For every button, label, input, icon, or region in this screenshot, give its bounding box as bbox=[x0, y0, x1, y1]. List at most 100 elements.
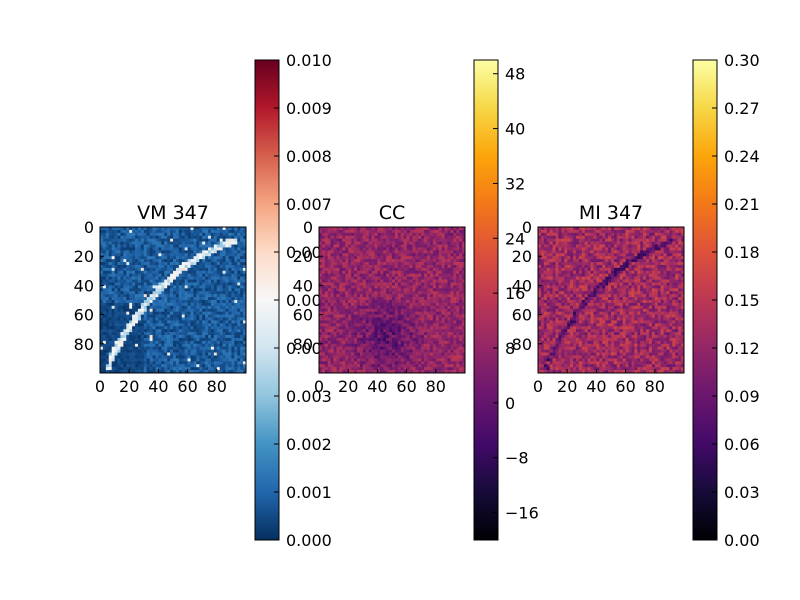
heatmap-cell bbox=[432, 305, 437, 310]
heatmap-cell bbox=[205, 314, 209, 318]
heatmap-cell bbox=[356, 232, 361, 237]
heatmap-cell bbox=[143, 335, 148, 339]
heatmap-cell bbox=[126, 352, 130, 356]
heatmap-cell bbox=[202, 323, 206, 327]
heatmap-cell bbox=[219, 343, 223, 348]
heatmap-cell bbox=[164, 335, 168, 339]
heatmap-cell bbox=[354, 314, 358, 318]
heatmap-cell bbox=[406, 302, 410, 307]
heatmap-cell bbox=[409, 367, 413, 371]
heatmap-cell bbox=[222, 317, 226, 321]
heatmap-cell bbox=[137, 267, 142, 272]
heatmap-cell bbox=[324, 311, 329, 315]
heatmap-cell bbox=[368, 340, 372, 345]
heatmap-cell bbox=[447, 367, 451, 371]
heatmap-cell bbox=[149, 300, 153, 304]
heatmap-cell bbox=[345, 329, 349, 333]
heatmap-cell bbox=[222, 370, 226, 374]
heatmap-cell bbox=[193, 314, 197, 318]
heatmap-cell bbox=[135, 361, 139, 365]
heatmap-cell bbox=[400, 297, 404, 301]
heatmap-cell bbox=[120, 273, 124, 277]
heatmap-cell bbox=[435, 227, 440, 231]
heatmap-cell bbox=[222, 335, 226, 339]
heatmap-cell bbox=[181, 253, 185, 257]
heatmap-cell bbox=[178, 227, 183, 231]
heatmap-cell bbox=[438, 267, 442, 272]
heatmap-cell bbox=[441, 346, 445, 350]
heatmap-cell bbox=[438, 358, 442, 362]
heatmap-cell bbox=[225, 244, 229, 248]
heatmap-cell bbox=[342, 364, 346, 368]
heatmap-cell bbox=[243, 302, 247, 307]
heatmap-cell bbox=[243, 329, 247, 333]
heatmap-cell bbox=[216, 300, 221, 304]
heatmap-cell bbox=[181, 340, 185, 345]
heatmap-cell bbox=[137, 270, 142, 275]
heatmap-cell bbox=[100, 253, 104, 257]
heatmap-cell bbox=[371, 311, 375, 315]
heatmap-cell bbox=[111, 250, 115, 254]
heatmap-cell bbox=[140, 343, 145, 348]
heatmap-cell bbox=[336, 335, 340, 339]
heatmap-cell bbox=[438, 229, 442, 234]
heatmap-cell bbox=[210, 308, 215, 312]
heatmap-cell bbox=[345, 364, 349, 368]
heatmap-cell bbox=[143, 358, 148, 362]
heatmap-cell bbox=[409, 270, 413, 275]
heatmap-cell bbox=[155, 352, 159, 356]
heatmap-cell bbox=[362, 358, 367, 362]
heatmap-cell bbox=[374, 288, 378, 292]
heatmap-cell bbox=[243, 247, 247, 251]
heatmap-cell bbox=[126, 229, 130, 234]
heatmap-cell bbox=[143, 262, 148, 266]
heatmap-cell bbox=[126, 244, 130, 248]
heatmap-cell bbox=[354, 294, 358, 298]
heatmap-cell bbox=[234, 332, 238, 336]
heatmap-cell bbox=[336, 367, 340, 371]
heatmap-cell bbox=[237, 320, 241, 324]
heatmap-cell bbox=[392, 291, 396, 295]
heatmap-cell bbox=[184, 346, 188, 350]
heatmap-cell bbox=[100, 352, 104, 356]
heatmap-cell bbox=[196, 346, 200, 350]
heatmap-cell bbox=[403, 241, 407, 245]
heatmap-cell bbox=[231, 262, 235, 266]
heatmap-cell bbox=[102, 232, 107, 237]
heatmap-cell bbox=[392, 250, 396, 254]
heatmap-cell bbox=[330, 340, 334, 345]
heatmap-cell bbox=[170, 229, 174, 234]
heatmap-cell bbox=[456, 235, 460, 239]
heatmap-cell bbox=[231, 238, 235, 242]
heatmap-cell bbox=[158, 358, 162, 362]
heatmap-cell bbox=[120, 297, 124, 301]
heatmap-cell bbox=[140, 264, 145, 269]
heatmap-cell bbox=[222, 227, 226, 231]
heatmap-cell bbox=[135, 337, 139, 342]
heatmap-cell bbox=[100, 305, 104, 310]
heatmap-cell bbox=[170, 294, 174, 298]
heatmap-cell bbox=[152, 311, 156, 315]
heatmap-cell bbox=[243, 305, 247, 310]
heatmap-cell bbox=[400, 238, 404, 242]
heatmap-cell bbox=[450, 247, 454, 251]
heatmap-cell bbox=[117, 264, 121, 269]
heatmap-cell bbox=[397, 276, 402, 280]
heatmap-cell bbox=[158, 267, 162, 272]
heatmap-cell bbox=[429, 247, 434, 251]
heatmap-cell bbox=[167, 300, 171, 304]
heatmap-cell bbox=[216, 308, 221, 312]
heatmap-cell bbox=[354, 337, 358, 342]
heatmap-cell bbox=[356, 300, 361, 304]
heatmap-cell bbox=[444, 273, 448, 277]
heatmap-cell bbox=[438, 276, 442, 280]
heatmap-cell bbox=[100, 247, 104, 251]
heatmap-cell bbox=[135, 273, 139, 277]
heatmap-cell bbox=[432, 267, 437, 272]
heatmap-cell bbox=[111, 367, 115, 371]
heatmap-cell bbox=[202, 227, 206, 231]
heatmap-cell bbox=[102, 300, 107, 304]
heatmap-cell bbox=[339, 282, 343, 286]
heatmap-cell bbox=[187, 302, 191, 307]
heatmap-cell bbox=[324, 367, 329, 371]
